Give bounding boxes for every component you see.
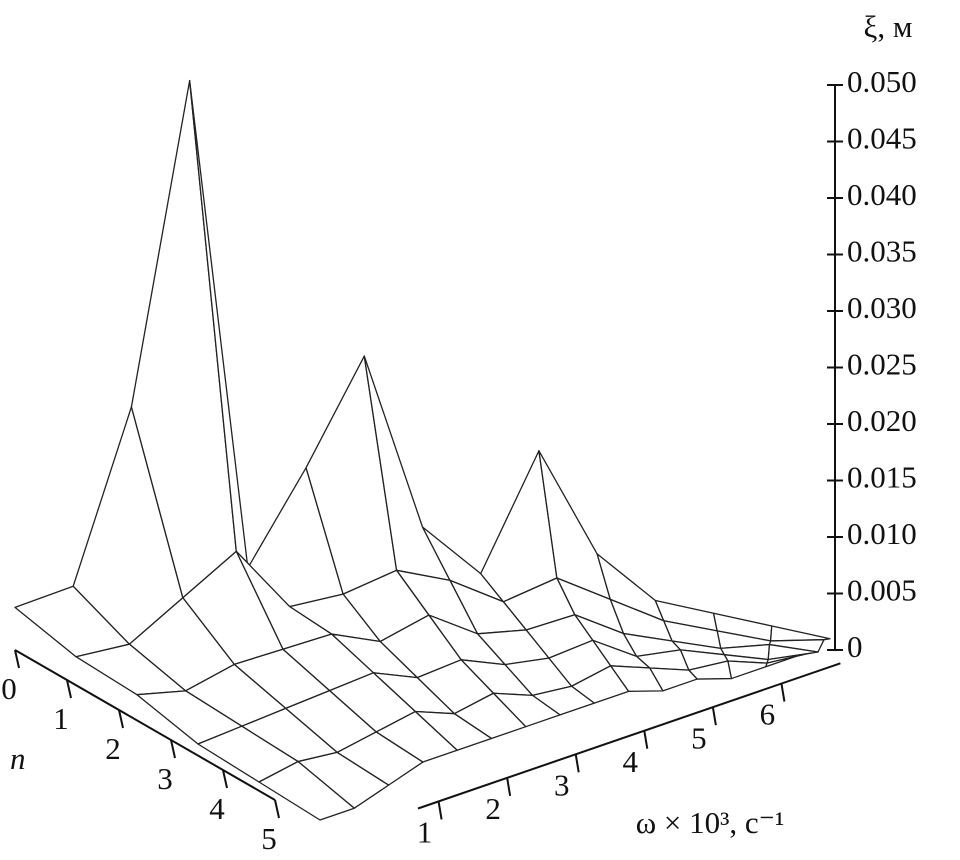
x-tick-label: 5 [691, 720, 707, 755]
y-tick [170, 739, 176, 759]
y-tick-label: 4 [209, 791, 225, 826]
y-axis-label: n [10, 741, 26, 776]
z-tick-label: 0.010 [847, 516, 917, 551]
y-tick [66, 679, 72, 699]
z-tick-label: 0.020 [847, 403, 917, 438]
surface-cell [769, 625, 831, 642]
x-axis-label: ω × 10³, с⁻¹ [636, 805, 785, 840]
x-axis [417, 662, 841, 810]
x-tick [574, 754, 580, 773]
y-tick [118, 709, 124, 729]
z-tick-label: 0.030 [847, 290, 917, 325]
y-tick-label: 5 [261, 821, 277, 856]
x-tick-label: 3 [554, 767, 570, 802]
z-tick-label: 0.050 [847, 64, 917, 99]
y-tick [274, 799, 280, 819]
z-tick-label: 0.045 [847, 121, 917, 156]
z-tick-label: 0.035 [847, 234, 917, 269]
surface-cell [727, 660, 768, 680]
x-tick [506, 777, 512, 797]
x-tick [711, 706, 717, 726]
z-tick-label: 0.040 [847, 177, 917, 212]
z-tick-label: 0.005 [847, 573, 917, 608]
z-axis-label: ξ, м [864, 9, 913, 44]
x-tick-label: 4 [623, 744, 639, 779]
x-tick [437, 801, 443, 820]
y-tick [222, 769, 228, 789]
z-tick-label: 0 [847, 629, 863, 664]
y-tick-label: 0 [1, 671, 17, 706]
x-tick [780, 683, 786, 702]
z-tick-label: 0.025 [847, 347, 917, 382]
x-tick-label: 1 [417, 815, 433, 850]
y-tick [14, 649, 20, 669]
x-tick [643, 730, 649, 749]
x-tick-label: 2 [485, 791, 501, 826]
y-tick-label: 3 [157, 761, 173, 796]
y-axis [14, 649, 276, 801]
surface-cell [258, 760, 355, 821]
y-tick-label: 1 [53, 701, 69, 736]
x-tick-label: 6 [760, 697, 776, 732]
y-tick-label: 2 [105, 731, 121, 766]
z-tick-label: 0.015 [847, 460, 917, 495]
